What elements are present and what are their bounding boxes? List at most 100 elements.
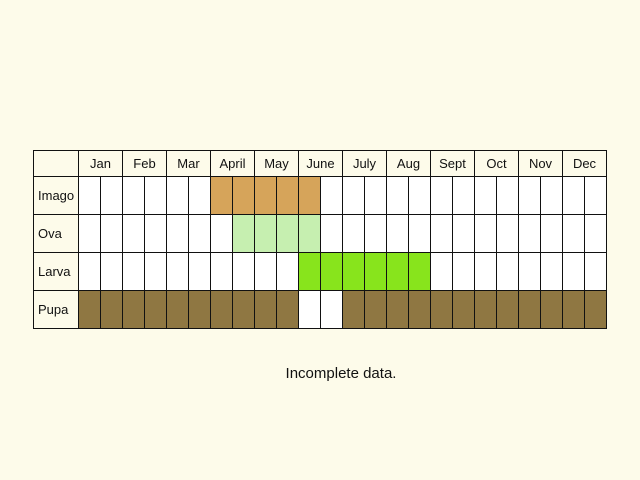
month-header-june: June [298, 150, 343, 177]
period-cell [474, 214, 497, 253]
period-cell [320, 290, 343, 329]
month-header-july: July [342, 150, 387, 177]
period-cell [540, 290, 563, 329]
period-cell [386, 290, 409, 329]
period-cell [320, 214, 343, 253]
period-cell [144, 290, 167, 329]
period-cell [540, 252, 563, 291]
period-cell [518, 290, 541, 329]
period-cell [364, 290, 387, 329]
stage-label: Larva [33, 252, 79, 291]
period-cell [188, 252, 211, 291]
period-cell [342, 176, 365, 215]
month-header-dec: Dec [562, 150, 607, 177]
period-cell [342, 252, 365, 291]
period-cell [276, 214, 299, 253]
period-cell [166, 176, 189, 215]
period-cell [188, 290, 211, 329]
period-cell [584, 290, 607, 329]
period-cell [100, 290, 123, 329]
period-cell [232, 252, 255, 291]
period-cell [78, 214, 101, 253]
period-cell [496, 252, 519, 291]
period-cell [496, 214, 519, 253]
caption-text: Incomplete data. [285, 365, 397, 382]
period-cell [276, 290, 299, 329]
period-cell [540, 214, 563, 253]
period-cell [122, 290, 145, 329]
period-cell [408, 214, 431, 253]
period-cell [144, 252, 167, 291]
month-header-sept: Sept [430, 150, 475, 177]
period-cell [254, 252, 277, 291]
month-header-may: May [254, 150, 299, 177]
period-cell [144, 214, 167, 253]
month-header-jan: Jan [78, 150, 123, 177]
period-cell [364, 176, 387, 215]
period-cell [408, 252, 431, 291]
period-cell [496, 176, 519, 215]
period-cell [452, 252, 475, 291]
period-cell [100, 252, 123, 291]
period-cell [518, 252, 541, 291]
period-cell [166, 252, 189, 291]
stage-row-pupa: Pupa [33, 290, 607, 329]
period-cell [144, 176, 167, 215]
period-cell [166, 290, 189, 329]
period-cell [430, 214, 453, 253]
period-cell [122, 252, 145, 291]
period-cell [100, 214, 123, 253]
period-cell [276, 252, 299, 291]
period-cell [584, 252, 607, 291]
period-cell [78, 290, 101, 329]
period-cell [188, 214, 211, 253]
period-cell [78, 252, 101, 291]
period-cell [298, 214, 321, 253]
period-cell [342, 290, 365, 329]
period-cell [496, 290, 519, 329]
month-header-april: April [210, 150, 255, 177]
period-cell [584, 176, 607, 215]
month-header-oct: Oct [474, 150, 519, 177]
month-header-aug: Aug [386, 150, 431, 177]
period-cell [122, 214, 145, 253]
period-cell [298, 252, 321, 291]
stage-row-ova: Ova [33, 214, 607, 253]
period-cell [364, 252, 387, 291]
period-cell [254, 214, 277, 253]
period-cell [78, 176, 101, 215]
period-cell [100, 176, 123, 215]
period-cell [386, 176, 409, 215]
period-cell [518, 214, 541, 253]
phenology-table: Jan Feb Mar April May June July Aug Sept Oct Nov De… [33, 150, 607, 329]
period-cell [254, 176, 277, 215]
period-cell [342, 214, 365, 253]
period-cell [320, 252, 343, 291]
period-cell [584, 214, 607, 253]
period-cell [386, 252, 409, 291]
period-cell [452, 290, 475, 329]
period-cell [188, 176, 211, 215]
month-header-mar: Mar [166, 150, 211, 177]
period-cell [298, 176, 321, 215]
period-cell [254, 290, 277, 329]
period-cell [452, 176, 475, 215]
life-stage-rows: Imago Ova Larva Pupa [33, 176, 607, 329]
period-cell [430, 176, 453, 215]
period-cell [386, 214, 409, 253]
stage-row-larva: Larva [33, 252, 607, 291]
period-cell [474, 252, 497, 291]
period-cell [562, 290, 585, 329]
period-cell [122, 176, 145, 215]
period-cell [210, 214, 233, 253]
month-header-row: Jan Feb Mar April May June July Aug Sept Oct Nov De… [33, 150, 607, 177]
stage-label: Imago [33, 176, 79, 215]
stage-row-imago: Imago [33, 176, 607, 215]
month-header-feb: Feb [122, 150, 167, 177]
period-cell [298, 290, 321, 329]
period-cell [232, 214, 255, 253]
period-cell [232, 176, 255, 215]
corner-cell [33, 150, 79, 177]
period-cell [562, 176, 585, 215]
period-cell [518, 176, 541, 215]
